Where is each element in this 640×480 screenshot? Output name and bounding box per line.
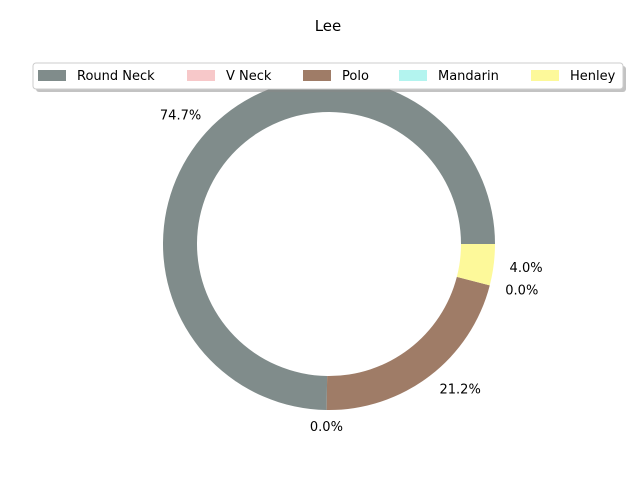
slice-labels: 74.7% 0.0% 21.2% 0.0% 4.0% xyxy=(160,108,543,435)
legend-label-round-neck: Round Neck xyxy=(77,69,155,84)
pct-label-polo: 21.2% xyxy=(440,383,481,398)
legend-swatch-v-neck xyxy=(187,70,215,81)
legend-label-henley: Henley xyxy=(570,69,616,84)
pct-label-v-neck: 0.0% xyxy=(310,420,343,435)
slice-polo xyxy=(326,276,490,410)
slice-henley xyxy=(456,244,495,286)
legend-label-polo: Polo xyxy=(342,69,369,84)
legend-label-mandarin: Mandarin xyxy=(438,69,499,84)
pct-label-mandarin: 0.0% xyxy=(505,283,538,298)
legend-swatch-round-neck xyxy=(38,70,66,81)
legend: Round Neck V Neck Polo Mandarin Henley xyxy=(32,62,626,92)
legend-swatch-henley xyxy=(531,70,559,81)
pct-label-round-neck: 74.7% xyxy=(160,108,201,123)
legend-swatch-polo xyxy=(303,70,331,81)
chart-title: Lee xyxy=(315,17,342,35)
donut-slices xyxy=(163,77,495,410)
pct-label-henley: 4.0% xyxy=(510,261,543,276)
legend-label-v-neck: V Neck xyxy=(226,69,272,84)
legend-swatch-mandarin xyxy=(399,70,427,81)
